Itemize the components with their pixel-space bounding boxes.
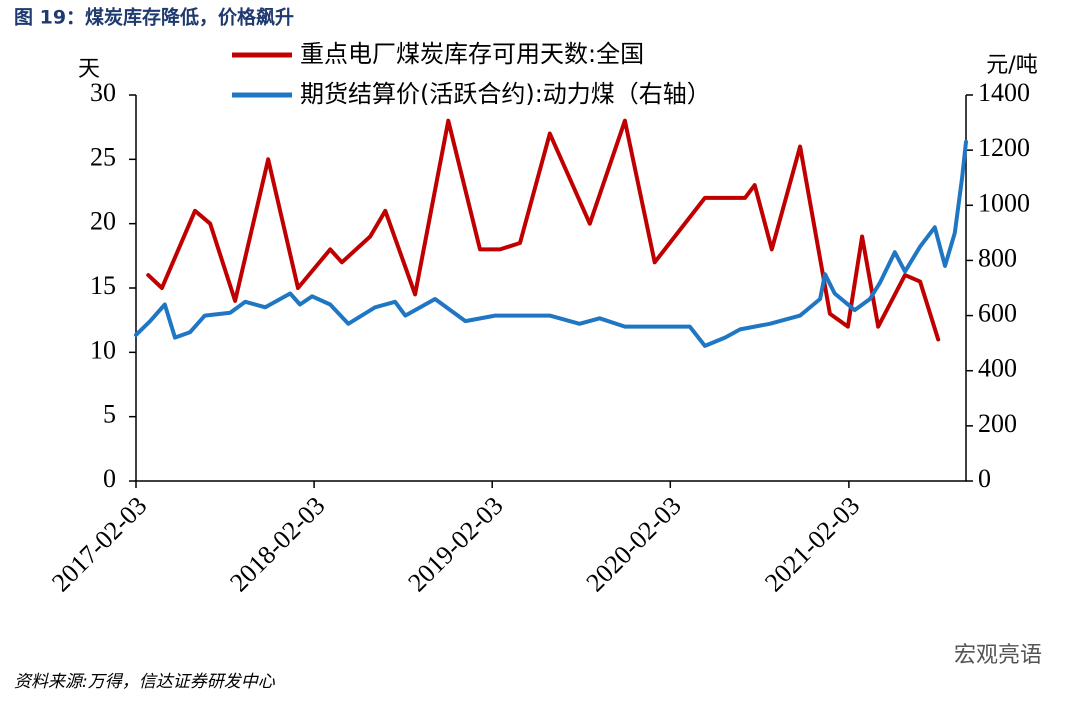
- watermark: 宏观亮语: [954, 643, 1042, 668]
- data-line: [146, 118, 941, 342]
- x-tick-label: 2017-02-03: [46, 491, 152, 597]
- y2-tick-label: 1400: [978, 78, 1030, 107]
- chart-title: 图 19：煤炭库存降低，价格飙升: [14, 6, 294, 29]
- x-tick-label: 2019-02-03: [402, 491, 508, 597]
- legend-label: 期货结算价(活跃合约):动力煤（右轴）: [300, 80, 711, 108]
- y2-tick-label: 400: [978, 354, 1017, 383]
- y2-tick-label: 1200: [978, 133, 1030, 162]
- y-tick-label: 0: [103, 464, 116, 493]
- y2-tick-label: 1000: [978, 188, 1030, 217]
- source-note: 资料来源:万得，信达证券研发中心: [14, 672, 276, 692]
- x-tick-label: 2020-02-03: [580, 491, 686, 597]
- y2-tick-label: 800: [978, 243, 1017, 272]
- y2-tick-label: 600: [978, 299, 1017, 328]
- y-tick-label: 20: [90, 207, 116, 236]
- y-tick-label: 25: [90, 142, 116, 171]
- y-axis-label: 天: [78, 57, 100, 82]
- y2-tick-label: 200: [978, 409, 1017, 438]
- y2-axis-label: 元/吨: [986, 53, 1037, 78]
- x-tick-label: 2021-02-03: [759, 491, 865, 597]
- y2-tick-label: 0: [978, 464, 991, 493]
- data-line: [134, 139, 968, 348]
- x-tick-label: 2018-02-03: [224, 491, 330, 597]
- y-tick-label: 30: [90, 78, 116, 107]
- y-tick-label: 15: [90, 271, 116, 300]
- y-tick-label: 10: [90, 335, 116, 364]
- y-tick-label: 5: [103, 400, 116, 429]
- legend-label: 重点电厂煤炭库存可用天数:全国: [300, 40, 644, 68]
